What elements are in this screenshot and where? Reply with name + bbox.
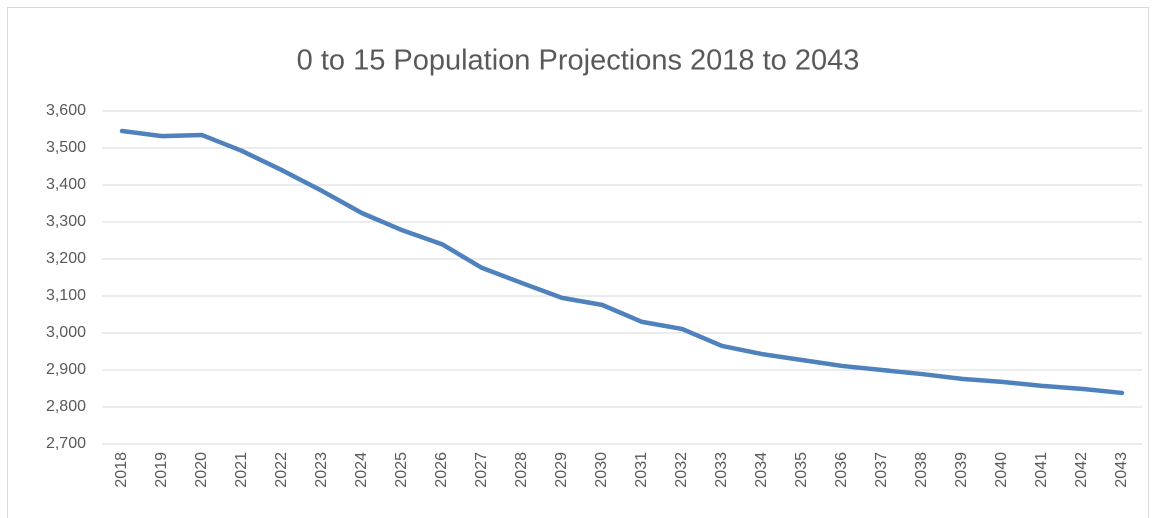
x-tick-label: 2023: [313, 452, 330, 488]
y-tick-label: 3,100: [46, 287, 86, 304]
chart-frame: [7, 7, 1149, 518]
y-tick-label: 2,800: [46, 398, 86, 415]
x-tick-label: 2035: [793, 452, 810, 488]
y-tick-label: 3,000: [46, 324, 86, 341]
x-tick-label: 2034: [753, 452, 770, 488]
x-tick-label: 2032: [673, 452, 690, 488]
y-tick-label: 3,500: [46, 139, 86, 156]
x-tick-label: 2043: [1113, 452, 1130, 488]
x-tick-label: 2028: [513, 452, 530, 488]
x-tick-label: 2038: [913, 452, 930, 488]
x-tick-label: 2027: [473, 452, 490, 488]
line: [119, 128, 1125, 396]
x-tick-label: 2033: [713, 452, 730, 488]
x-tick-label: 2020: [193, 452, 210, 488]
x-tick-label: 2022: [273, 452, 290, 488]
x-tick-label: 2039: [953, 452, 970, 488]
y-tick-label: 2,900: [46, 361, 86, 378]
y-tick-label: 3,300: [46, 213, 86, 230]
x-tick-label: 2040: [993, 452, 1010, 488]
y-tick-label: 3,400: [46, 176, 86, 193]
x-tick-label: 2018: [113, 452, 130, 488]
x-tick-label: 2029: [553, 452, 570, 488]
x-tick-label: 2021: [233, 452, 250, 488]
x-tick-label: 2025: [393, 452, 410, 488]
x-tick-label: 2031: [633, 452, 650, 488]
y-tick-label: 2,700: [46, 435, 86, 452]
y-tick-label: 3,200: [46, 250, 86, 267]
chart-title: 0 to 15 Population Projections 2018 to 2…: [297, 45, 860, 77]
y-tick-label: 3,600: [46, 102, 86, 119]
x-tick-label: 2024: [353, 452, 370, 488]
x-tick-label: 2042: [1073, 452, 1090, 488]
x-tick-label: 2036: [833, 452, 850, 488]
x-tick-label: 2041: [1033, 452, 1050, 488]
x-tick-label: 2026: [433, 452, 450, 488]
x-tick-label: 2019: [153, 452, 170, 488]
x-tick-label: 2030: [593, 452, 610, 488]
x-tick-label: 2037: [873, 452, 890, 488]
